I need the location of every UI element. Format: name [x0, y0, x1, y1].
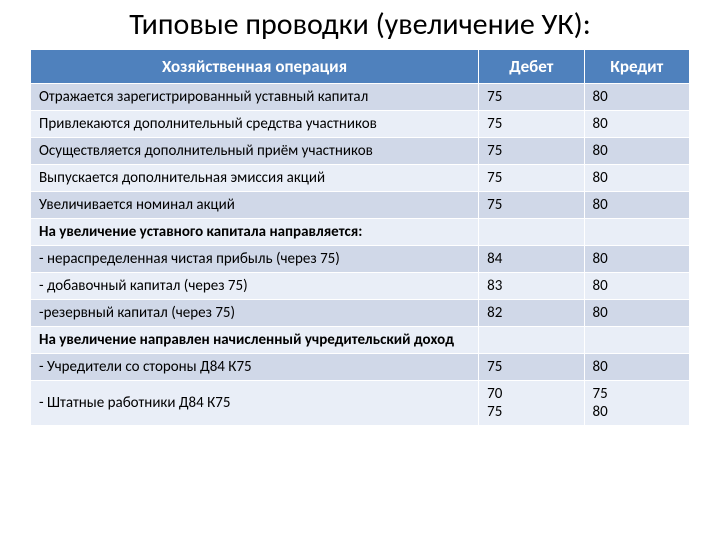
cell-credit: 80 — [584, 245, 689, 272]
cell-debit: 75 — [479, 83, 584, 110]
cell-debit — [479, 218, 584, 245]
cell-debit: 75 — [479, 137, 584, 164]
cell-debit: 75 — [479, 191, 584, 218]
cell-credit — [584, 326, 689, 353]
slide: Типовые проводки (увеличение УК): Хозяйс… — [0, 0, 720, 540]
slide-title: Типовые проводки (увеличение УК): — [30, 8, 690, 43]
cell-debit: 75 — [479, 353, 584, 380]
cell-operation: - Учредители со стороны Д84 К75 — [31, 353, 479, 380]
cell-credit: 80 — [584, 353, 689, 380]
col-header-debit: Дебет — [479, 49, 584, 83]
cell-operation: - добавочный капитал (через 75) — [31, 272, 479, 299]
cell-credit: 80 — [584, 110, 689, 137]
cell-operation: На увеличение направлен начисленный учре… — [31, 326, 479, 353]
cell-operation: Выпускается дополнительная эмиссия акций — [31, 164, 479, 191]
cell-debit — [479, 326, 584, 353]
cell-operation: -резервный капитал (через 75) — [31, 299, 479, 326]
cell-debit: 83 — [479, 272, 584, 299]
cell-debit: 84 — [479, 245, 584, 272]
cell-operation: Осуществляется дополнительный приём учас… — [31, 137, 479, 164]
cell-operation: Привлекаются дополнительный средства уча… — [31, 110, 479, 137]
table-row: - добавочный капитал (через 75)8380 — [31, 272, 690, 299]
table-row: Осуществляется дополнительный приём учас… — [31, 137, 690, 164]
cell-operation: Увеличивается номинал акций — [31, 191, 479, 218]
cell-operation: На увеличение уставного капитала направл… — [31, 218, 479, 245]
table-body: Отражается зарегистрированный уставный к… — [31, 83, 690, 425]
table-row: Отражается зарегистрированный уставный к… — [31, 83, 690, 110]
col-header-operation: Хозяйственная операция — [31, 49, 479, 83]
cell-debit: 70 75 — [479, 380, 584, 425]
table-row: На увеличение направлен начисленный учре… — [31, 326, 690, 353]
cell-operation: - нераспределенная чистая прибыль (через… — [31, 245, 479, 272]
table-row: На увеличение уставного капитала направл… — [31, 218, 690, 245]
cell-credit: 80 — [584, 299, 689, 326]
cell-credit — [584, 218, 689, 245]
cell-debit: 75 — [479, 164, 584, 191]
cell-credit: 80 — [584, 272, 689, 299]
cell-credit: 80 — [584, 164, 689, 191]
cell-credit: 75 80 — [584, 380, 689, 425]
cell-debit: 82 — [479, 299, 584, 326]
table-row: - нераспределенная чистая прибыль (через… — [31, 245, 690, 272]
cell-credit: 80 — [584, 83, 689, 110]
table-row: Привлекаются дополнительный средства уча… — [31, 110, 690, 137]
table-header-row: Хозяйственная операция Дебет Кредит — [31, 49, 690, 83]
cell-credit: 80 — [584, 191, 689, 218]
table-row: Выпускается дополнительная эмиссия акций… — [31, 164, 690, 191]
table-row: Увеличивается номинал акций7580 — [31, 191, 690, 218]
col-header-credit: Кредит — [584, 49, 689, 83]
table-row: -резервный капитал (через 75)8280 — [31, 299, 690, 326]
cell-debit: 75 — [479, 110, 584, 137]
table-row: - Штатные работники Д84 К7570 7575 80 — [31, 380, 690, 425]
entries-table: Хозяйственная операция Дебет Кредит Отра… — [30, 49, 690, 426]
table-row: - Учредители со стороны Д84 К757580 — [31, 353, 690, 380]
cell-operation: Отражается зарегистрированный уставный к… — [31, 83, 479, 110]
cell-operation: - Штатные работники Д84 К75 — [31, 380, 479, 425]
cell-credit: 80 — [584, 137, 689, 164]
